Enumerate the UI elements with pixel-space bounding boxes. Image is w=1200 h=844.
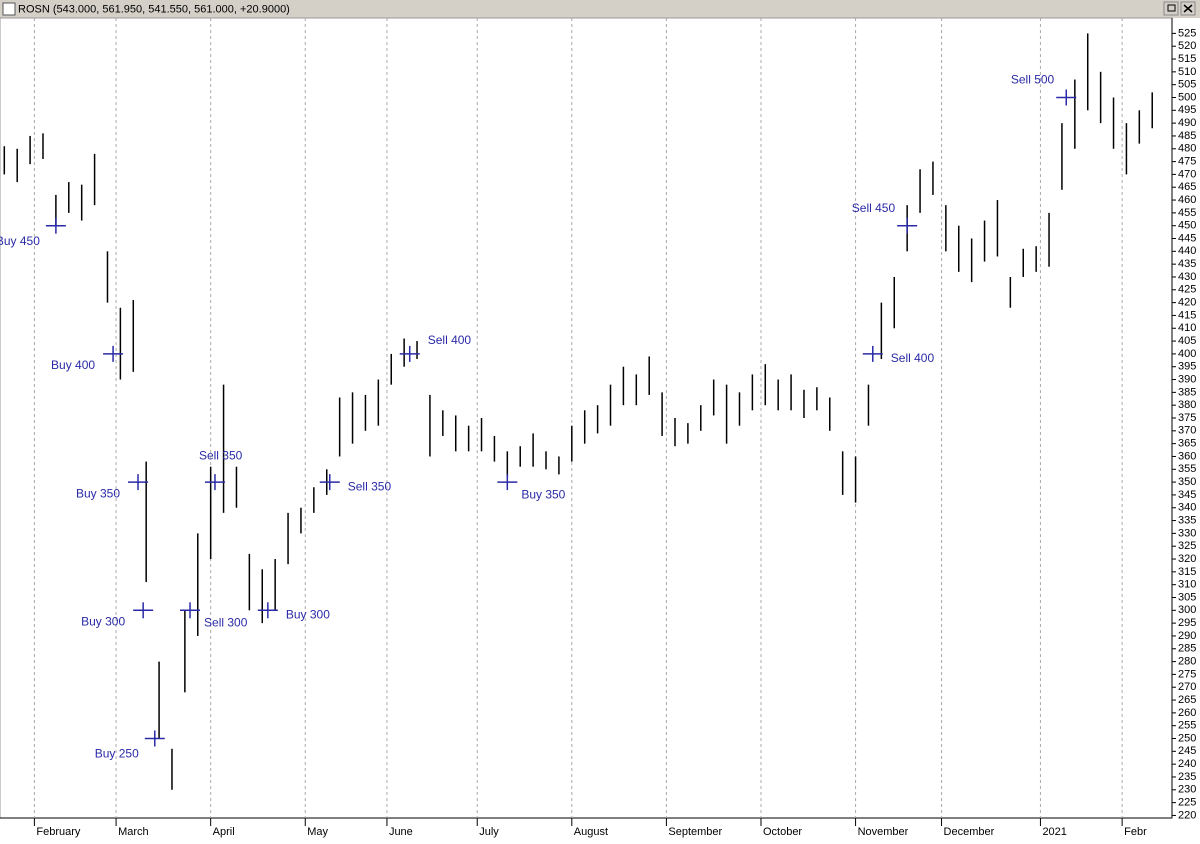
plot-area <box>0 17 1173 819</box>
y-tick-label: 415 <box>1178 309 1196 321</box>
y-tick-label: 295 <box>1178 617 1196 629</box>
y-tick-label: 360 <box>1178 450 1196 462</box>
y-tick-label: 390 <box>1178 373 1196 385</box>
y-tick-label: 395 <box>1178 361 1196 373</box>
y-tick-label: 470 <box>1178 168 1196 180</box>
y-tick-label: 460 <box>1178 194 1196 206</box>
y-tick-label: 485 <box>1178 130 1196 142</box>
y-tick-label: 380 <box>1178 399 1196 411</box>
annotation-label: Sell 400 <box>428 333 472 347</box>
annotation-label: Buy 450 <box>0 234 40 248</box>
x-tick-label: December <box>944 826 995 838</box>
window-buttons[interactable] <box>1163 1 1196 16</box>
y-tick-label: 400 <box>1178 348 1196 360</box>
y-tick-label: 245 <box>1178 745 1196 757</box>
chart-title: ROSN (543.000, 561.950, 541.550, 561.000… <box>18 3 290 15</box>
y-tick-label: 305 <box>1178 591 1196 603</box>
y-tick-label: 410 <box>1178 322 1196 334</box>
y-tick-label: 365 <box>1178 438 1196 450</box>
y-tick-label: 490 <box>1178 117 1196 129</box>
y-tick-label: 300 <box>1178 604 1196 616</box>
y-tick-label: 425 <box>1178 284 1196 296</box>
y-tick-label: 480 <box>1178 143 1196 155</box>
y-tick-label: 375 <box>1178 412 1196 424</box>
x-tick-label: February <box>36 826 81 838</box>
annotation-label: Buy 300 <box>81 614 125 628</box>
x-tick-label: 2021 <box>1042 826 1066 838</box>
annotation-label: Sell 350 <box>348 479 392 493</box>
close-icon <box>1183 4 1193 13</box>
x-tick-label: October <box>763 826 802 838</box>
y-tick-label: 465 <box>1178 181 1196 193</box>
annotation-label: Buy 350 <box>76 486 120 500</box>
y-tick-label: 455 <box>1178 207 1196 219</box>
x-tick-label: November <box>858 826 909 838</box>
y-tick-label: 500 <box>1178 91 1196 103</box>
y-tick-label: 330 <box>1178 527 1196 539</box>
restore-button[interactable] <box>1163 1 1179 16</box>
annotation-label: Sell 500 <box>1011 73 1055 87</box>
y-tick-label: 430 <box>1178 271 1196 283</box>
window-icon <box>2 2 16 16</box>
y-tick-label: 520 <box>1178 40 1196 52</box>
y-tick-label: 260 <box>1178 707 1196 719</box>
y-tick-label: 250 <box>1178 732 1196 744</box>
y-tick-label: 235 <box>1178 771 1196 783</box>
x-tick-label: September <box>668 826 722 838</box>
y-tick-label: 385 <box>1178 386 1196 398</box>
y-tick-label: 315 <box>1178 566 1196 578</box>
x-tick-label: March <box>118 826 149 838</box>
y-tick-label: 230 <box>1178 784 1196 796</box>
x-tick-label: June <box>389 826 413 838</box>
y-tick-label: 370 <box>1178 425 1196 437</box>
x-tick-label: April <box>213 826 235 838</box>
annotation-label: Buy 400 <box>51 358 95 372</box>
annotation-label: Sell 400 <box>891 351 935 365</box>
annotation-label: Buy 250 <box>95 747 139 761</box>
y-tick-label: 325 <box>1178 540 1196 552</box>
x-tick-label: Febr <box>1124 826 1147 838</box>
y-tick-label: 285 <box>1178 643 1196 655</box>
annotation-label: Sell 350 <box>199 448 243 462</box>
y-tick-label: 525 <box>1178 27 1196 39</box>
y-tick-label: 270 <box>1178 681 1196 693</box>
annotation-label: Sell 450 <box>852 201 896 215</box>
y-tick-label: 495 <box>1178 104 1196 116</box>
y-tick-label: 435 <box>1178 258 1196 270</box>
y-tick-label: 450 <box>1178 220 1196 232</box>
y-tick-label: 420 <box>1178 297 1196 309</box>
y-tick-label: 255 <box>1178 720 1196 732</box>
restore-icon <box>1167 4 1176 12</box>
y-tick-label: 350 <box>1178 476 1196 488</box>
y-tick-label: 280 <box>1178 655 1196 667</box>
y-tick-label: 265 <box>1178 694 1196 706</box>
title-bar <box>0 0 1200 18</box>
y-tick-label: 240 <box>1178 758 1196 770</box>
annotation-label: Sell 300 <box>204 615 248 629</box>
y-tick-label: 505 <box>1178 79 1196 91</box>
y-tick-label: 310 <box>1178 579 1196 591</box>
y-tick-label: 290 <box>1178 630 1196 642</box>
annotation-label: Buy 350 <box>521 487 565 501</box>
y-tick-label: 275 <box>1178 668 1196 680</box>
y-tick-label: 510 <box>1178 66 1196 78</box>
y-tick-label: 355 <box>1178 463 1196 475</box>
y-tick-label: 220 <box>1178 809 1196 821</box>
annotation-label: Buy 300 <box>286 607 330 621</box>
x-tick-label: May <box>307 826 328 838</box>
y-tick-label: 440 <box>1178 245 1196 257</box>
y-tick-label: 475 <box>1178 155 1196 167</box>
y-tick-label: 335 <box>1178 514 1196 526</box>
y-tick-label: 445 <box>1178 232 1196 244</box>
y-tick-label: 225 <box>1178 797 1196 809</box>
y-tick-label: 320 <box>1178 553 1196 565</box>
x-tick-label: August <box>574 826 608 838</box>
y-tick-label: 340 <box>1178 502 1196 514</box>
y-tick-label: 515 <box>1178 53 1196 65</box>
y-tick-label: 405 <box>1178 335 1196 347</box>
y-tick-label: 345 <box>1178 489 1196 501</box>
x-tick-label: July <box>479 826 499 838</box>
